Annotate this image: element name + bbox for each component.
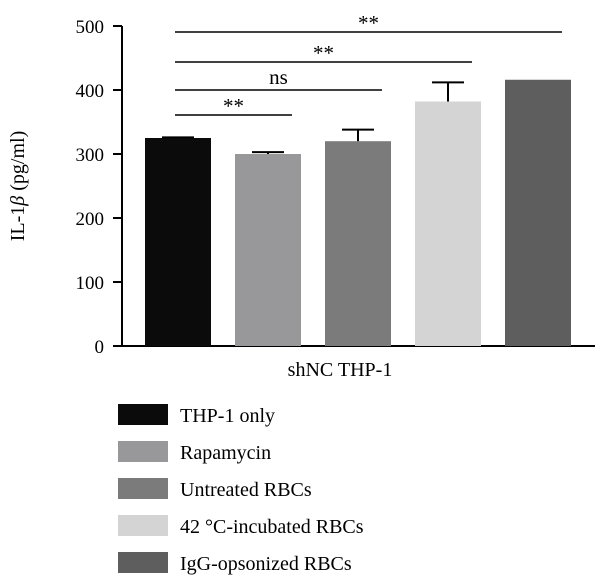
y-tick-label: 300 <box>76 145 105 166</box>
x-axis-title: shNC THP-1 <box>288 359 393 381</box>
legend-swatch <box>118 441 168 462</box>
legend-swatch <box>118 552 168 573</box>
legend-swatch <box>118 478 168 499</box>
significance-label: ** <box>313 41 334 65</box>
y-tick-label: 400 <box>76 81 105 102</box>
legend-label: Rapamycin <box>180 442 271 464</box>
bar <box>145 138 211 346</box>
bar <box>235 154 301 346</box>
error-bars <box>162 81 464 154</box>
legend-label: Untreated RBCs <box>180 479 312 501</box>
significance-label: ns <box>269 65 288 89</box>
legend-swatch <box>118 404 168 425</box>
legend-label: THP-1 only <box>180 405 275 427</box>
y-tick-label: 100 <box>76 273 105 294</box>
bar <box>325 141 391 346</box>
bar <box>505 79 571 346</box>
legend: THP-1 only Rapamycin Untreated RBCs 42 °C-i… <box>118 404 364 575</box>
bar <box>415 101 481 347</box>
y-axis-title: IL-1β (pg/ml) <box>7 131 29 242</box>
legend-swatch <box>118 515 168 536</box>
y-tick-label: 200 <box>76 209 105 230</box>
y-ticks: 0 100 200 300 400 500 <box>76 17 122 358</box>
legend-label: 42 °C-incubated RBCs <box>180 516 364 538</box>
significance-brackets: ** ns ** ** <box>175 11 562 118</box>
significance-label: ** <box>223 94 244 118</box>
legend-label: IgG-opsonized RBCs <box>180 553 352 575</box>
y-tick-label: 500 <box>76 17 105 38</box>
bars <box>145 79 571 347</box>
significance-label: ** <box>358 11 379 35</box>
y-tick-label: 0 <box>95 337 105 358</box>
